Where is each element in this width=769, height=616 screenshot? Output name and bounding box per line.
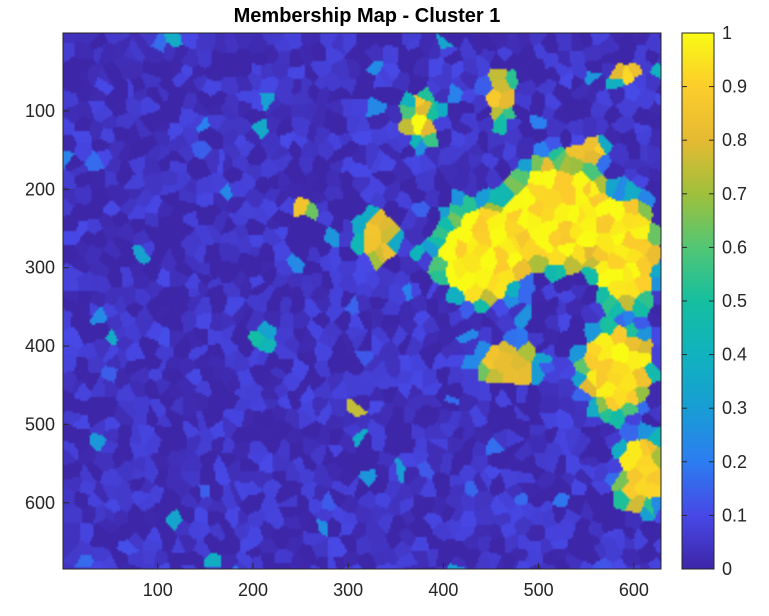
y-tick-label: 500 <box>25 414 55 434</box>
y-tick-label: 200 <box>25 179 55 199</box>
colorbar-gradient <box>682 33 714 569</box>
colorbar-tick-label: 0.4 <box>722 345 747 365</box>
colorbar-tick-label: 0.5 <box>722 291 747 311</box>
colorbar-tick-label: 0.9 <box>722 77 747 97</box>
y-tick-label: 300 <box>25 258 55 278</box>
x-axis: 100 200 300 400 500 600 <box>143 563 649 600</box>
y-axis: 100 200 300 400 500 600 <box>25 101 69 513</box>
colorbar: 0 0.1 0.2 0.3 0.4 0.5 0.6 0.7 0.8 0.9 1 <box>681 23 747 579</box>
x-tick-label: 400 <box>428 580 458 600</box>
colorbar-tick-label: 0.8 <box>722 130 747 150</box>
colorbar-tick-label: 0.7 <box>722 184 747 204</box>
colorbar-ticks: 0 0.1 0.2 0.3 0.4 0.5 0.6 0.7 0.8 0.9 1 <box>682 23 747 579</box>
plot-frame <box>62 32 662 570</box>
colorbar-tick-label: 0.3 <box>722 398 747 418</box>
colorbar-tick-label: 0.2 <box>722 452 747 472</box>
x-tick-label: 600 <box>619 580 649 600</box>
heatmap-plot <box>62 32 662 570</box>
x-tick-label: 300 <box>333 580 363 600</box>
membership-heatmap-image <box>63 33 661 569</box>
x-tick-label: 100 <box>143 580 173 600</box>
y-tick-label: 600 <box>25 493 55 513</box>
x-tick-label: 200 <box>238 580 268 600</box>
colorbar-tick-label: 0.6 <box>722 237 747 257</box>
y-tick-label: 400 <box>25 336 55 356</box>
y-tick-label: 100 <box>25 101 55 121</box>
chart-title: Membership Map - Cluster 1 <box>234 5 501 27</box>
colorbar-tick-label: 0 <box>722 559 732 579</box>
colorbar-tick-label: 1 <box>722 23 732 43</box>
colorbar-tick-label: 0.1 <box>722 505 747 525</box>
x-tick-label: 500 <box>524 580 554 600</box>
